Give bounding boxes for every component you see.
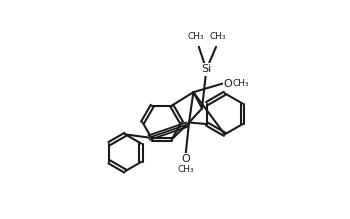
Text: CH₃: CH₃: [187, 32, 204, 41]
Text: Si: Si: [201, 65, 211, 74]
Text: O: O: [181, 154, 190, 164]
Text: O: O: [224, 79, 232, 88]
Text: CH₃: CH₃: [210, 32, 226, 41]
Text: CH₃: CH₃: [232, 79, 249, 88]
Text: CH₃: CH₃: [177, 165, 194, 174]
